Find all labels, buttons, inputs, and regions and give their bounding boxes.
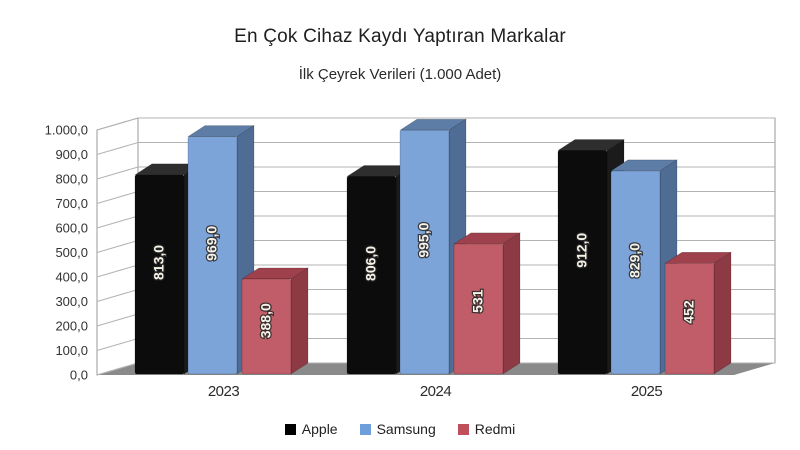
data-label: 813,0 — [151, 245, 167, 280]
chart-legend: Apple Samsung Redmi — [0, 421, 800, 437]
data-label: 969,0 — [204, 226, 220, 261]
bar-redmi-2023: 388,0 — [240, 267, 310, 375]
legend-label: Samsung — [376, 421, 436, 437]
x-axis-labels: 2023 2024 2025 — [208, 383, 663, 400]
data-label: 452 — [681, 300, 697, 324]
y-tick-label: 600,0 — [55, 221, 88, 236]
bar-redmi-2025: 452 — [663, 251, 733, 375]
legend-swatch-icon — [359, 423, 371, 435]
data-label: 806,0 — [363, 246, 379, 281]
y-tick-label: 300,0 — [55, 294, 88, 309]
y-tick-label: 800,0 — [55, 172, 88, 187]
x-tick-label-2024: 2024 — [420, 383, 452, 400]
data-label: 995,0 — [416, 222, 432, 257]
legend-item-apple: Apple — [284, 421, 338, 437]
y-tick-label: 1.000,0 — [45, 123, 88, 138]
legend-label: Redmi — [474, 421, 516, 437]
data-label: 531 — [470, 289, 486, 313]
y-tick-label: 0,0 — [70, 368, 88, 383]
legend-swatch-icon — [284, 423, 296, 435]
chart-title: En Çok Cihaz Kaydı Yaptıran Markalar — [234, 26, 566, 47]
y-axis-labels: 1.000,0 900,0 800,0 700,0 600,0 500,0 400,0 300… — [45, 123, 88, 383]
legend-item-redmi: Redmi — [457, 421, 516, 437]
legend-swatch-icon — [457, 423, 469, 435]
y-tick-label: 400,0 — [55, 270, 88, 285]
data-label: 829,0 — [627, 243, 643, 278]
legend-item-samsung: Samsung — [359, 421, 436, 437]
x-tick-label-2023: 2023 — [208, 383, 240, 400]
data-label: 388,0 — [258, 303, 274, 338]
y-tick-label: 200,0 — [55, 319, 88, 334]
data-label: 912,0 — [574, 233, 590, 268]
y-tick-label: 500,0 — [55, 245, 88, 260]
x-tick-label-2025: 2025 — [631, 383, 663, 400]
bar-redmi-2024: 531 — [452, 232, 522, 375]
bars: 813,0 969,0 388,0 806,0 995,0 531 912,0 829,0 45… — [133, 118, 733, 375]
chart-subtitle: İlk Çeyrek Verileri (1.000 Adet) — [298, 66, 502, 83]
y-tick-label: 100,0 — [55, 343, 88, 358]
legend-label: Apple — [301, 421, 338, 437]
y-tick-label: 900,0 — [55, 147, 88, 162]
y-tick-label: 700,0 — [55, 196, 88, 211]
